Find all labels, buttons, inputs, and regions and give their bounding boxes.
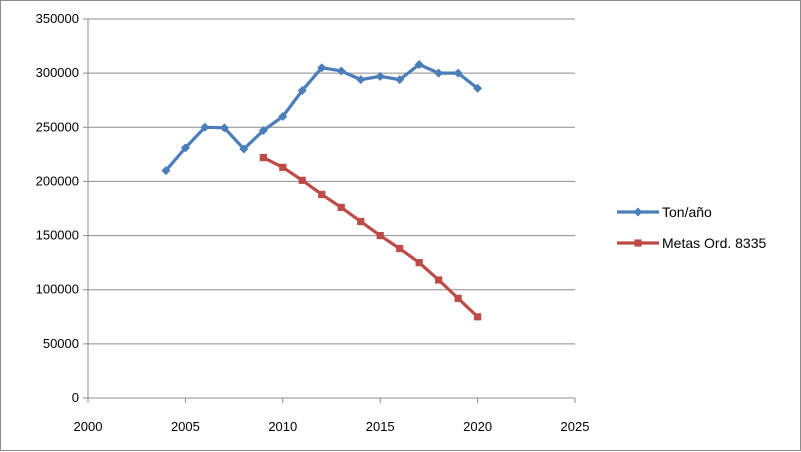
y-tick-label: 300000 bbox=[36, 65, 79, 80]
data-point bbox=[258, 126, 268, 136]
data-point bbox=[454, 294, 462, 302]
x-tick-label: 2025 bbox=[561, 419, 590, 434]
data-point bbox=[435, 276, 443, 284]
data-point bbox=[434, 68, 444, 78]
data-point bbox=[415, 259, 423, 267]
series-line bbox=[164, 62, 480, 173]
legend-swatch-marker bbox=[634, 239, 642, 247]
legend-swatch-marker bbox=[633, 207, 643, 217]
data-point bbox=[239, 144, 249, 154]
y-tick-label: 0 bbox=[72, 390, 79, 405]
data-point bbox=[278, 111, 288, 121]
gridlines bbox=[88, 18, 575, 345]
data-point bbox=[318, 190, 326, 199]
y-tick-label: 100000 bbox=[36, 282, 79, 297]
data-point bbox=[297, 85, 307, 95]
series-2 bbox=[259, 154, 482, 321]
x-tick-label: 2010 bbox=[268, 419, 297, 434]
x-tick-label: 2000 bbox=[74, 419, 103, 434]
legend-item: Ton/año bbox=[617, 204, 712, 220]
data-point bbox=[200, 122, 210, 132]
legend-label: Ton/año bbox=[662, 204, 712, 220]
data-point bbox=[473, 83, 483, 93]
axes: 0 50000 100000 150000 200000 250000 300000 3500… bbox=[36, 11, 590, 434]
y-tick-label: 50000 bbox=[43, 336, 79, 351]
legend-label: Metas Ord. 8335 bbox=[662, 235, 766, 251]
x-tick-label: 2005 bbox=[171, 419, 200, 434]
data-point bbox=[180, 143, 190, 153]
data-point bbox=[298, 176, 306, 184]
data-point bbox=[357, 217, 365, 226]
y-tick-label: 200000 bbox=[36, 173, 79, 188]
legend: Ton/año Metas Ord. 8335 bbox=[617, 204, 766, 251]
y-tick-label: 350000 bbox=[36, 11, 79, 26]
data-point bbox=[219, 123, 229, 133]
series-1 bbox=[161, 59, 483, 176]
data-point bbox=[279, 163, 287, 171]
data-point bbox=[414, 59, 424, 69]
data-point bbox=[474, 313, 482, 321]
data-point bbox=[453, 68, 463, 78]
data-point bbox=[259, 154, 267, 162]
x-tick-label: 2020 bbox=[463, 419, 492, 434]
data-point bbox=[317, 63, 327, 73]
y-tick-label: 150000 bbox=[36, 228, 79, 243]
data-point bbox=[161, 166, 171, 176]
y-tick-label: 250000 bbox=[36, 119, 79, 134]
data-point bbox=[375, 71, 385, 81]
data-point bbox=[356, 75, 366, 85]
x-tick-label: 2015 bbox=[366, 419, 395, 434]
legend-item: Metas Ord. 8335 bbox=[617, 235, 766, 251]
data-point bbox=[396, 244, 404, 253]
data-point bbox=[376, 231, 384, 240]
data-point bbox=[337, 203, 345, 212]
series bbox=[161, 59, 483, 321]
data-point bbox=[336, 66, 346, 76]
data-point bbox=[395, 75, 405, 85]
